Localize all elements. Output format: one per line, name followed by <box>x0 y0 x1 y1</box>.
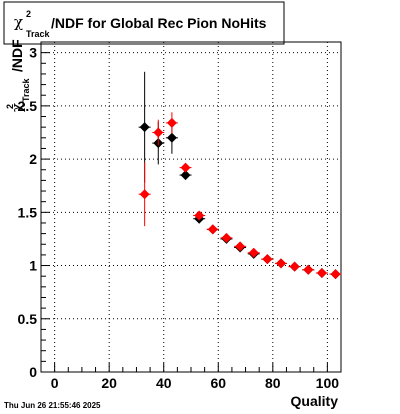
data-point <box>179 162 192 173</box>
data-point <box>247 247 260 258</box>
y-tick-label: 3 <box>29 45 37 61</box>
y-tick-label: 2 <box>29 151 37 167</box>
diamond-marker <box>207 224 218 235</box>
chart-title: /NDF for Global Rec Pion NoHits <box>51 15 267 31</box>
data-point <box>138 162 151 227</box>
diamond-marker <box>194 210 205 221</box>
plot-frame <box>40 41 342 373</box>
data-point <box>288 261 301 272</box>
title-box <box>3 1 285 45</box>
x-tick-labels: 0 20 40 60 80 100 <box>51 375 340 391</box>
x-tick-label: 20 <box>101 375 117 391</box>
data-point <box>302 264 315 275</box>
timestamp: Thu Jun 26 21:55:46 2025 <box>4 401 101 410</box>
x-tick-label: 40 <box>156 375 172 391</box>
data-point <box>193 210 206 221</box>
x-tick-label: 60 <box>210 375 226 391</box>
axis-ticks <box>41 52 342 373</box>
data-point <box>179 170 192 181</box>
diamond-marker <box>180 170 191 181</box>
ylabel-text: /NDF <box>9 39 25 72</box>
x-tick-label: 0 <box>51 375 59 391</box>
diamond-marker <box>289 261 300 272</box>
title-chi-symbol: χ <box>14 13 23 31</box>
diamond-marker <box>303 264 314 275</box>
diamond-marker <box>248 247 259 258</box>
diamond-marker <box>235 241 246 252</box>
data-point <box>152 119 165 146</box>
y-tick-labels: 0 0.5 1 1.5 2 2.5 3 <box>18 45 38 380</box>
data-point <box>234 241 247 252</box>
diamond-marker <box>330 269 341 280</box>
data-point <box>275 258 287 269</box>
diamond-marker <box>166 117 177 128</box>
y-tick-label: 0 <box>29 364 37 380</box>
data-point <box>261 254 274 265</box>
x-tick-label: 80 <box>265 375 281 391</box>
title-sub: Track <box>26 29 51 39</box>
data-point <box>165 112 178 134</box>
data-points <box>138 71 342 280</box>
diamond-marker <box>139 189 150 200</box>
ylabel-sub: Track <box>21 77 31 102</box>
y-tick-label: 2.5 <box>18 98 38 114</box>
diamond-marker <box>262 254 273 265</box>
diamond-marker <box>139 122 150 133</box>
diamond-marker <box>180 162 191 173</box>
diamond-marker <box>166 132 177 143</box>
diamond-marker <box>276 258 286 269</box>
x-tick-label: 100 <box>316 375 340 391</box>
y-tick-label: 1 <box>29 258 37 274</box>
grid <box>41 42 341 373</box>
data-point <box>329 269 342 280</box>
diamond-marker <box>316 268 327 278</box>
title-sup: 2 <box>26 9 31 19</box>
ylabel-chi-symbol: χ <box>8 103 26 112</box>
data-point <box>315 268 328 278</box>
ylabel-sup: 2 <box>5 104 15 109</box>
diamond-marker <box>153 127 164 138</box>
diamond-marker <box>221 232 232 243</box>
x-axis-title: Quality <box>291 393 339 409</box>
y-tick-label: 1.5 <box>18 204 38 220</box>
data-point <box>206 224 219 235</box>
y-tick-label: 0.5 <box>18 311 38 327</box>
data-point <box>220 232 233 243</box>
y-axis-title: χ 2 Track /NDF <box>5 39 31 112</box>
